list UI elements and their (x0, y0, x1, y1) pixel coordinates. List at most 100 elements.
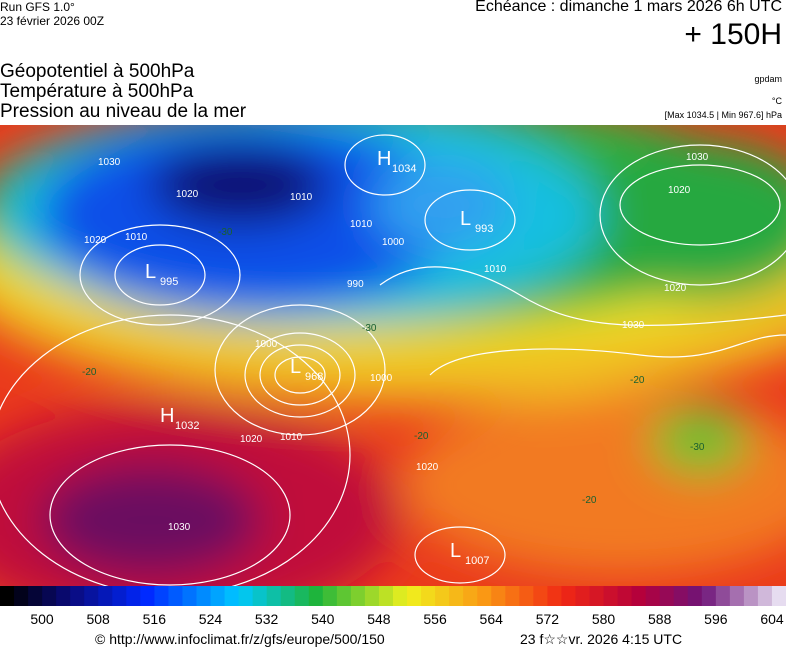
pressure-center-symbol: L (145, 261, 156, 283)
colorbar-swatch (126, 586, 141, 606)
isobar-label: 1000 (382, 237, 405, 248)
colorbar-swatch (463, 586, 478, 606)
colorbar-swatch (729, 586, 745, 606)
colorbar-swatch (617, 586, 633, 606)
temperature-label: -20 (414, 431, 429, 442)
extremes: [Max 1034.5 | Min 967.6] hPa (664, 110, 782, 120)
colorbar-swatch (533, 586, 548, 606)
colorbar-swatch (378, 586, 394, 606)
colorbar-swatch (435, 586, 450, 606)
colorbar-swatch (407, 586, 422, 606)
colorbar-swatch (350, 586, 366, 606)
temperature-label: -30 (690, 442, 705, 453)
colorbar-label: 532 (255, 611, 279, 627)
pressure-center-value: 993 (475, 223, 493, 235)
colorbar-swatch (294, 586, 310, 606)
isobar-label: 1020 (240, 434, 263, 445)
unit: gpdam (754, 74, 782, 84)
colorbar-label: 524 (199, 611, 223, 627)
colorbar-label: 564 (480, 611, 504, 627)
colorbar-swatch (421, 586, 436, 606)
pressure-center-symbol: H (377, 148, 391, 170)
footer-date: 23 f☆☆vr. 2026 4:15 UTC (520, 631, 683, 647)
colorbar-swatch (168, 586, 183, 606)
colorbar-swatch (701, 586, 717, 606)
colorbar-swatch (112, 586, 127, 606)
colorbar-swatch (252, 586, 268, 606)
colorbar-swatch (196, 586, 212, 606)
colorbar-swatch (364, 586, 380, 606)
colorbar-swatch (280, 586, 296, 606)
colorbar-label: 500 (30, 611, 54, 627)
colorbar-swatch (505, 586, 520, 606)
isobar-label: 1030 (686, 152, 709, 163)
colorbar-swatch (449, 586, 464, 606)
colorbar-swatch (547, 586, 562, 606)
colorbar-swatch (154, 586, 169, 606)
isobar-label: 1020 (416, 462, 439, 473)
colorbar-swatch (771, 586, 786, 606)
colorbar-label: 596 (704, 611, 728, 627)
colorbar-swatch (477, 586, 492, 606)
colorbar-swatch (42, 586, 57, 606)
isobar-label: 1010 (484, 264, 507, 275)
isobar-label: 1000 (370, 373, 393, 384)
temperature-label: -20 (82, 367, 97, 378)
colorbar-swatch (757, 586, 773, 606)
isobar-label: 990 (347, 279, 364, 290)
temperature-label: -30 (218, 227, 233, 238)
pressure-center-value: 968 (305, 371, 323, 383)
colorbar-swatch (98, 586, 113, 606)
colorbar-swatch (393, 586, 408, 606)
colorbar-swatch (210, 586, 226, 606)
run-date: 23 février 2026 00Z (0, 14, 105, 28)
colorbar-swatch (631, 586, 647, 606)
isobar-label: 1020 (84, 235, 107, 246)
colorbar-swatch (743, 586, 759, 606)
colorbar-swatch (589, 586, 605, 606)
pressure-center-symbol: L (460, 208, 471, 230)
colorbar-swatch (561, 586, 576, 606)
unit: °C (771, 96, 782, 106)
run: Run GFS 1.0° (0, 0, 75, 14)
colorbar-label: 572 (536, 611, 560, 627)
isobar-label: 1020 (664, 283, 687, 294)
colorbar-swatch (687, 586, 703, 606)
colorbar-label: 508 (86, 611, 110, 627)
colorbar-swatch (575, 586, 590, 606)
colorbar-swatch (140, 586, 155, 606)
footer-source: © http://www.infoclimat.fr/z/gfs/europe/… (95, 631, 385, 647)
colorbar-swatch (659, 586, 675, 606)
temperature-label: -30 (362, 323, 377, 334)
colorbar-swatch (84, 586, 99, 606)
colorbar-swatch (28, 586, 43, 606)
colorbar-swatch (70, 586, 85, 606)
field: Géopotentiel à 500hPa (0, 61, 195, 82)
temperature-label: -20 (582, 495, 597, 506)
colorbar-label: 604 (760, 611, 784, 627)
isobar-label: 1010 (280, 432, 303, 443)
colorbar-swatch (308, 586, 324, 606)
colorbar-swatch (519, 586, 534, 606)
colorbar-swatch (182, 586, 197, 606)
colorbar-swatch (14, 586, 29, 606)
pressure-center-value: 995 (160, 276, 178, 288)
echeance: Echéance : dimanche 1 mars 2026 6h UTC (475, 0, 782, 15)
isobar-label: 1020 (668, 185, 691, 196)
pressure-center-value: 1034 (392, 163, 416, 175)
colorbar-swatch (673, 586, 689, 606)
field: Pression au niveau de la mer (0, 101, 247, 122)
isobar-label: 1010 (290, 192, 313, 203)
pressure-center-symbol: L (450, 540, 461, 562)
colorbar-swatch (224, 586, 240, 606)
pressure-center-value: 1032 (175, 420, 199, 432)
colorbar-label: 556 (423, 611, 447, 627)
pressure-center-symbol: L (290, 356, 301, 378)
colorbar-swatch (238, 586, 254, 606)
colorbar-swatch (336, 586, 352, 606)
colorbar-swatch (491, 586, 506, 606)
horizon: + 150H (684, 18, 782, 51)
isobar-label: 1030 (98, 157, 121, 168)
